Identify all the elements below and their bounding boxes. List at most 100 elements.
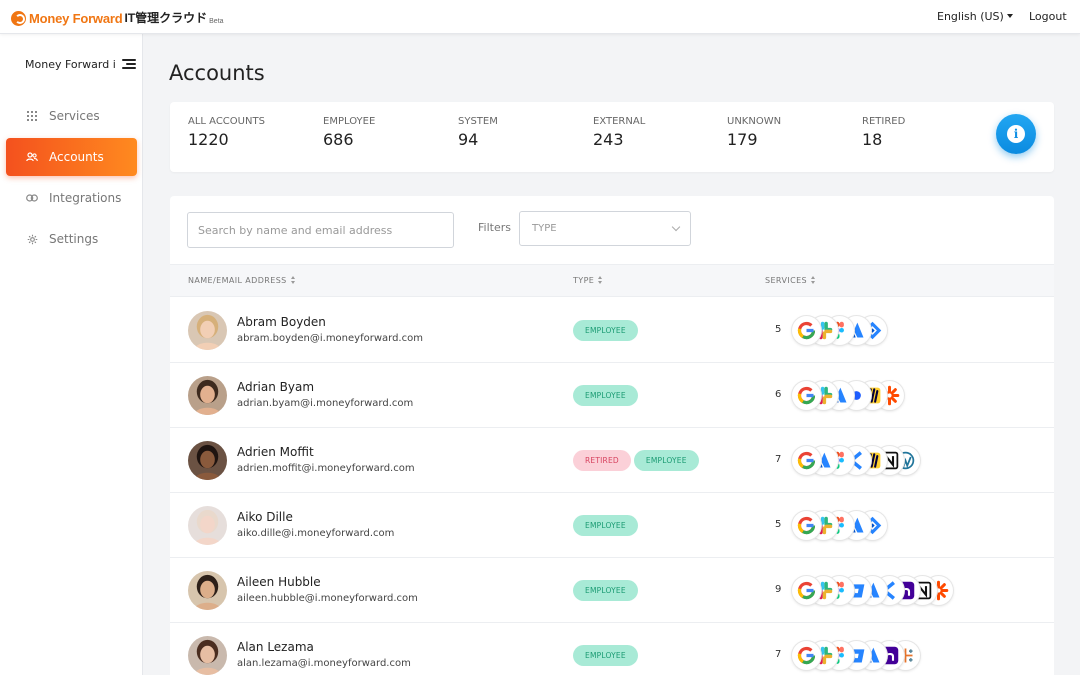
- stat-label: UNKNOWN: [727, 116, 782, 127]
- page-title: Accounts: [169, 61, 265, 85]
- type-filter-placeholder: TYPE: [532, 223, 557, 234]
- sidebar-item-label: Settings: [49, 232, 99, 246]
- menu-collapse-icon[interactable]: [122, 58, 136, 70]
- account-email: abram.boyden@i.moneyforward.com: [237, 333, 423, 344]
- link-icon: [26, 192, 38, 204]
- type-badge-employee: EMPLOYEE: [573, 580, 638, 601]
- column-header-name[interactable]: NAME/EMAIL ADDRESS: [188, 276, 296, 285]
- account-email: aileen.hubble@i.moneyforward.com: [237, 593, 418, 604]
- filters-label: Filters: [478, 221, 511, 234]
- stat-label: ALL ACCOUNTS: [188, 116, 265, 127]
- type-badge-employee: EMPLOYEE: [573, 385, 638, 406]
- sidebar: Money Forward i Services Accounts Integr…: [0, 34, 143, 675]
- stat-value: 1220: [188, 130, 229, 149]
- stat-retired[interactable]: RETIRED 18: [862, 116, 905, 149]
- google-icon[interactable]: [792, 576, 821, 605]
- stat-employee[interactable]: EMPLOYEE 686: [323, 116, 375, 149]
- stat-external[interactable]: EXTERNAL 243: [593, 116, 645, 149]
- brand-name: Money Forward: [29, 11, 123, 26]
- stat-label: EMPLOYEE: [323, 116, 376, 127]
- column-header-type[interactable]: TYPE: [573, 276, 603, 285]
- account-email: alan.lezama@i.moneyforward.com: [237, 658, 411, 669]
- stat-value: 686: [323, 130, 354, 149]
- org-name: Money Forward i: [25, 58, 116, 71]
- sidebar-item-settings[interactable]: Settings: [6, 220, 137, 258]
- type-badge-employee: EMPLOYEE: [573, 320, 638, 341]
- account-email: adrien.moffit@i.moneyforward.com: [237, 463, 415, 474]
- account-name[interactable]: Aileen Hubble: [237, 575, 321, 589]
- type-badges: EMPLOYEE: [573, 320, 638, 341]
- avatar: [188, 636, 227, 675]
- stat-value: 18: [862, 130, 883, 149]
- table-row[interactable]: Aiko Dille aiko.dille@i.moneyforward.com E…: [170, 493, 1054, 558]
- gear-icon: [26, 233, 38, 245]
- stat-value: 243: [593, 130, 624, 149]
- accounts-table-card: Filters TYPE NAME/EMAIL ADDRESS TYPE SER…: [170, 196, 1054, 675]
- users-icon: [26, 151, 38, 163]
- avatar: [188, 376, 227, 415]
- type-badge-employee: EMPLOYEE: [573, 645, 638, 666]
- service-count: 7: [775, 649, 782, 660]
- service-count: 5: [775, 324, 782, 335]
- sidebar-item-label: Services: [49, 109, 100, 123]
- brand-beta-tag: Beta: [209, 18, 224, 25]
- caret-down-icon: [1006, 14, 1013, 18]
- google-icon[interactable]: [792, 381, 821, 410]
- sidebar-item-services[interactable]: Services: [6, 97, 137, 135]
- search-input[interactable]: [187, 212, 454, 248]
- chevron-down-icon: [671, 222, 681, 232]
- sidebar-item-accounts[interactable]: Accounts: [6, 138, 137, 176]
- avatar: [188, 311, 227, 350]
- google-icon[interactable]: [792, 511, 821, 540]
- brand-logo[interactable]: Money Forward IT管理クラウド Beta: [11, 9, 224, 26]
- service-count: 5: [775, 519, 782, 530]
- table-row[interactable]: Abram Boyden abram.boyden@i.moneyforward.…: [170, 298, 1054, 363]
- table-row[interactable]: Alan Lezama alan.lezama@i.moneyforward.co…: [170, 623, 1054, 675]
- account-email: aiko.dille@i.moneyforward.com: [237, 528, 395, 539]
- sidebar-item-integrations[interactable]: Integrations: [6, 179, 137, 217]
- stat-system[interactable]: SYSTEM 94: [458, 116, 498, 149]
- brand-product: IT管理クラウド: [124, 11, 208, 25]
- stat-value: 94: [458, 130, 479, 149]
- stat-unknown[interactable]: UNKNOWN 179: [727, 116, 781, 149]
- account-name[interactable]: Adrian Byam: [237, 380, 315, 394]
- stat-label: SYSTEM: [458, 116, 498, 127]
- type-filter-select[interactable]: TYPE: [519, 211, 691, 246]
- sidebar-item-label: Accounts: [49, 150, 104, 164]
- service-count: 7: [775, 454, 782, 465]
- sort-icon: [811, 276, 816, 284]
- column-header-services[interactable]: SERVICES: [765, 276, 816, 285]
- table-header: NAME/EMAIL ADDRESS TYPE SERVICES: [170, 264, 1054, 297]
- grid-icon: [26, 110, 38, 122]
- service-count: 6: [775, 389, 782, 400]
- type-badge-employee: EMPLOYEE: [633, 450, 699, 471]
- google-icon[interactable]: [792, 316, 821, 345]
- table-row[interactable]: Aileen Hubble aileen.hubble@i.moneyforwar…: [170, 558, 1054, 623]
- avatar: [188, 441, 227, 480]
- account-name[interactable]: Adrien Moffit: [237, 445, 314, 459]
- logout-link[interactable]: Logout: [1029, 10, 1067, 23]
- top-bar: Money Forward IT管理クラウド Beta English (US)…: [0, 0, 1080, 34]
- type-badges: EMPLOYEE: [573, 385, 638, 406]
- stat-label: RETIRED: [862, 116, 906, 127]
- stat-all-accounts[interactable]: ALL ACCOUNTS 1220: [188, 116, 265, 149]
- sidebar-item-label: Integrations: [49, 191, 122, 205]
- sort-icon: [290, 276, 296, 284]
- google-icon[interactable]: [792, 446, 821, 475]
- table-row[interactable]: Adrian Byam adrian.byam@i.moneyforward.co…: [170, 363, 1054, 428]
- account-name[interactable]: Alan Lezama: [237, 640, 314, 654]
- service-count: 9: [775, 584, 782, 595]
- info-icon: i: [1007, 125, 1025, 143]
- google-icon[interactable]: [792, 641, 821, 670]
- type-badges: EMPLOYEE: [573, 645, 638, 666]
- info-button[interactable]: i: [996, 114, 1036, 154]
- account-stats-card: ALL ACCOUNTS 1220 EMPLOYEE 686 SYSTEM 94…: [170, 102, 1054, 172]
- account-name[interactable]: Abram Boyden: [237, 315, 326, 329]
- language-dropdown[interactable]: English (US): [937, 10, 1013, 23]
- type-badges: EMPLOYEE: [573, 515, 638, 536]
- table-row[interactable]: Adrien Moffit adrien.moffit@i.moneyforwar…: [170, 428, 1054, 493]
- type-badge-employee: EMPLOYEE: [573, 515, 638, 536]
- type-badges: EMPLOYEE: [573, 580, 638, 601]
- avatar: [188, 506, 227, 545]
- account-name[interactable]: Aiko Dille: [237, 510, 293, 524]
